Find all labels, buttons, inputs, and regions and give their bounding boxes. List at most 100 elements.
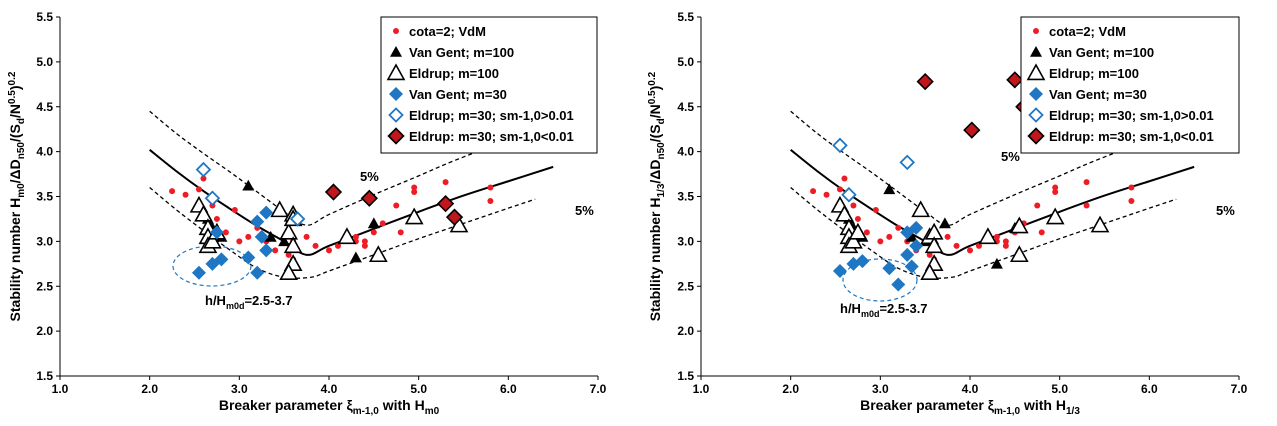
x-tick-label: 6.0 xyxy=(500,382,517,396)
data-point-dot xyxy=(926,251,933,258)
data-point-dot xyxy=(169,188,176,195)
series-dia-open xyxy=(832,137,916,203)
y-tick-label: 4.5 xyxy=(36,100,53,114)
data-point-diamond xyxy=(904,259,919,274)
data-point-dot xyxy=(326,247,332,254)
data-point-diamond xyxy=(1029,87,1043,101)
data-point-dot xyxy=(393,28,399,34)
data-point-dot xyxy=(303,233,310,240)
data-point-dot xyxy=(967,247,973,254)
x-tick-label: 6.0 xyxy=(1141,382,1158,396)
data-point-red-diamond xyxy=(436,195,455,213)
x-tick-label: 1.0 xyxy=(693,382,710,396)
depth-ratio-annotation: h/Hm0d=2.5-3.7 xyxy=(205,293,293,311)
data-point-diamond xyxy=(241,250,256,265)
data-point-open-triangle xyxy=(386,63,406,81)
data-point-open-triangle xyxy=(404,207,424,225)
data-point-red-diamond xyxy=(445,208,464,226)
data-point-diamond xyxy=(832,263,847,278)
data-point-open-diamond xyxy=(204,190,221,207)
data-point-open-triangle xyxy=(924,236,944,254)
y-tick-label: 2.0 xyxy=(677,324,694,338)
legend-label: Eldrup; m=100 xyxy=(1049,66,1139,81)
y-tick-label: 3.5 xyxy=(36,190,53,204)
y-tick-label: 5.5 xyxy=(36,10,53,24)
mean-curve xyxy=(149,149,554,256)
data-point-triangle xyxy=(349,251,362,263)
data-point-open-triangle xyxy=(337,227,357,245)
data-point-dot xyxy=(975,242,982,249)
data-point-dot xyxy=(850,202,857,209)
data-point-open-triangle xyxy=(368,245,388,263)
series-dia xyxy=(832,220,924,292)
data-point-dot xyxy=(393,202,400,209)
x-tick-label: 3.0 xyxy=(872,382,889,396)
x-tick-label: 7.0 xyxy=(1231,382,1248,396)
data-point-dot xyxy=(195,186,202,193)
legend-label: Van Gent; m=100 xyxy=(409,45,514,60)
data-point-dot xyxy=(863,229,870,236)
y-tick-label: 1.5 xyxy=(677,369,694,383)
data-point-dot xyxy=(1034,202,1041,209)
data-point-diamond xyxy=(259,243,274,258)
data-point-dot xyxy=(236,238,243,245)
x-axis-label: Breaker parameter ξm-1,0 with H1/3 xyxy=(860,397,1080,417)
x-tick-label: 4.0 xyxy=(321,382,338,396)
legend-label: Van Gent; m=100 xyxy=(1049,45,1154,60)
data-point-dot xyxy=(1002,242,1009,249)
data-point-diamond xyxy=(855,254,870,269)
data-point-diamond xyxy=(909,220,924,235)
data-point-dot xyxy=(285,251,292,258)
data-point-dot xyxy=(823,191,830,198)
data-point-dot xyxy=(245,233,252,240)
data-point-dot xyxy=(231,206,238,213)
legend-label: Van Gent; m=30 xyxy=(1049,87,1147,102)
data-point-dot xyxy=(1128,197,1135,204)
y-tick-label: 2.5 xyxy=(36,279,53,293)
lower-percent-label: 5% xyxy=(1216,203,1235,218)
data-point-dot xyxy=(854,215,861,222)
series-dia-red xyxy=(324,183,464,226)
data-point-dot xyxy=(1033,28,1039,34)
data-point-dot xyxy=(411,184,418,191)
data-point-open-triangle xyxy=(911,200,931,218)
upper-5pct-curve xyxy=(790,110,1114,226)
y-tick-label: 3.0 xyxy=(36,234,53,248)
y-tick-label: 3.0 xyxy=(677,234,694,248)
series-dia-red xyxy=(916,71,1033,139)
data-point-triangle xyxy=(938,217,951,229)
x-tick-label: 5.0 xyxy=(410,382,427,396)
data-point-dot xyxy=(379,220,386,227)
data-point-dot xyxy=(1052,189,1059,196)
data-point-dot xyxy=(361,242,368,249)
mean-curve xyxy=(790,149,1195,256)
data-point-open-diamond xyxy=(388,107,404,123)
lower-5pct-curve xyxy=(790,187,1177,279)
data-point-dot xyxy=(1083,179,1090,186)
legend-box xyxy=(1020,16,1240,154)
data-point-open-diamond xyxy=(841,186,857,203)
data-point-dot xyxy=(411,189,418,196)
data-point-open-triangle xyxy=(835,204,854,222)
data-point-dot xyxy=(442,179,449,186)
chart-panel-2: 1.5 2.0 2.5 3.0 3.5 4.0 4.5 5.0 5.5 1.0 2.0 3.0 4.0 5… xyxy=(647,10,1248,417)
data-point-open-triangle xyxy=(920,263,940,280)
data-point-dot xyxy=(886,233,893,240)
data-point-open-triangle xyxy=(1045,207,1065,225)
data-point-dot xyxy=(877,238,884,245)
data-point-open-triangle xyxy=(270,200,290,218)
y-tick-label: 3.5 xyxy=(677,190,694,204)
data-point-open-triangle xyxy=(844,231,863,249)
x-tick-label: 2.0 xyxy=(782,382,799,396)
data-point-diamond xyxy=(882,261,897,276)
data-point-triangle xyxy=(242,179,255,191)
legend-box xyxy=(380,16,598,154)
x-tick-label: 2.0 xyxy=(141,382,158,396)
data-point-diamond xyxy=(191,265,206,280)
data-point-diamond xyxy=(900,247,915,262)
depth-ratio-annotation: h/Hm0d=2.5-3.7 xyxy=(840,301,928,319)
data-point-open-diamond xyxy=(1028,107,1044,123)
data-point-red-diamond xyxy=(916,72,934,91)
data-point-open-diamond xyxy=(195,161,212,178)
upper-percent-label: 5% xyxy=(1001,149,1020,164)
